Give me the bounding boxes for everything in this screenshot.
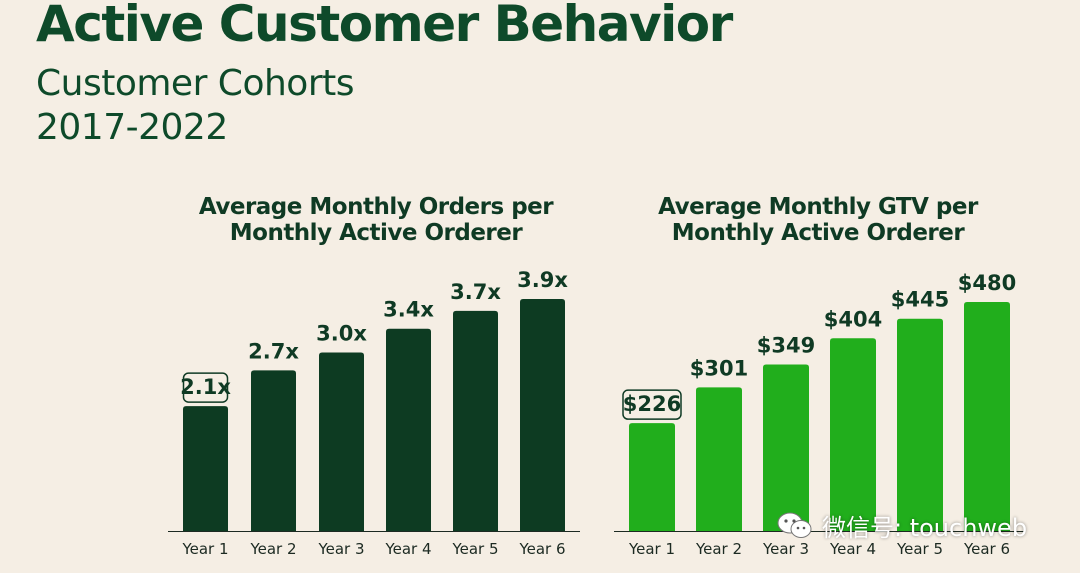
orders-data-label: 3.9x [517,268,568,292]
orders-bar [520,299,565,531]
orders-chart-title-line: Average Monthly Orders per [199,194,554,220]
orders-data-label: 3.7x [450,280,501,304]
gtv-highlight-box [622,389,682,420]
orders-bar [183,406,228,531]
orders-data-label: 2.1x [180,375,231,399]
gtv-tick-label: Year 1 [628,540,675,558]
gtv-bar [964,302,1010,531]
orders-tick-label: Year 1 [181,540,228,558]
gtv-tick-label: Year 2 [695,540,742,558]
gtv-tick-label: Year 3 [762,540,809,558]
gtv-bar [629,423,675,531]
gtv-data-label: $226 [623,392,681,416]
orders-tick-label: Year 6 [518,540,565,558]
orders-data-label: 3.0x [316,322,367,346]
page-subtitle: Customer Cohorts 2017-2022 [36,62,355,150]
gtv-chart-title-line: Average Monthly GTV per [658,194,979,220]
gtv-tick-label: Year 4 [829,540,876,558]
gtv-bar [830,338,876,531]
gtv-tick-label: Year 5 [896,540,943,558]
orders-tick-label: Year 3 [317,540,364,558]
orders-bar [251,370,296,531]
gtv-bar [696,387,742,531]
orders-tick-label: Year 5 [451,540,498,558]
orders-bar [319,352,364,531]
wechat-icon [777,512,812,538]
orders-data-label: 3.4x [383,298,434,322]
gtv-bar [897,318,943,531]
subtitle-cohorts: Customer Cohorts [36,63,355,104]
orders-bar [453,310,498,531]
watermark-text: 微信号: touchweb [822,514,1028,542]
orders-highlight-box [182,372,229,403]
gtv-data-label: $445 [891,288,949,312]
subtitle-years: 2017-2022 [36,106,228,148]
page-title: Active Customer Behavior [36,0,733,53]
gtv-bar [763,364,809,531]
gtv-data-label: $404 [824,307,882,331]
watermark: 微信号: touchweb [776,508,1027,543]
gtv-tick-label: Year 6 [963,540,1010,558]
gtv-data-label: $301 [690,356,748,380]
gtv-data-label: $349 [757,333,815,357]
gtv-chart-title-line: Monthly Active Orderer [672,220,966,246]
orders-chart-title-line: Monthly Active Orderer [230,220,524,246]
orders-data-label: 2.7x [248,339,299,363]
gtv-data-label: $480 [958,271,1016,295]
orders-bar [386,328,431,531]
orders-tick-label: Year 2 [249,540,296,558]
orders-tick-label: Year 4 [384,540,431,558]
